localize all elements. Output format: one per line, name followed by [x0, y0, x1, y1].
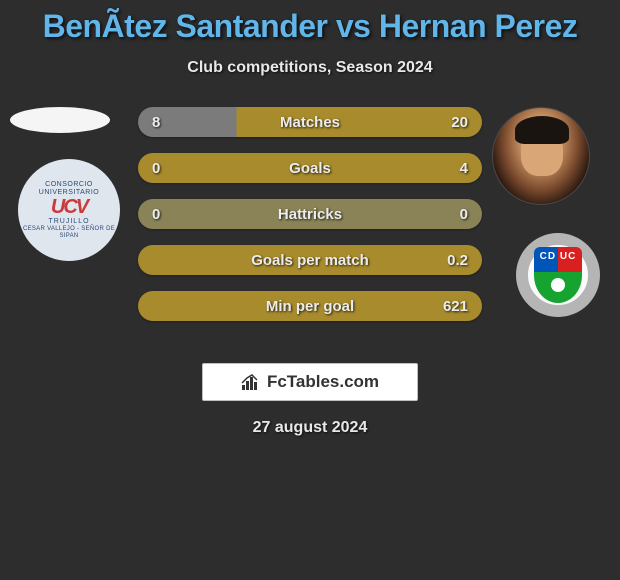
stat-row: Min per goal621	[138, 291, 482, 321]
subtitle: Club competitions, Season 2024	[0, 59, 620, 77]
comparison-card: BenÃ­tez Santander vs Hernan Perez Club …	[0, 0, 620, 437]
stat-label: Matches	[138, 114, 482, 131]
stats-block: 8Matches200Goals40Hattricks0Goals per ma…	[138, 107, 482, 337]
stat-right-value: 4	[440, 160, 468, 177]
page-title: BenÃ­tez Santander vs Hernan Perez	[0, 8, 620, 45]
ucv-arc-top: CONSORCIO UNIVERSITARIO	[18, 181, 120, 196]
ucv-sub: TRUJILLO	[18, 218, 120, 226]
player-right-photo	[492, 107, 590, 205]
stat-row: 8Matches20	[138, 107, 482, 137]
shield-bot	[534, 272, 582, 303]
ucv-badge-content: CONSORCIO UNIVERSITARIO UCV TRUJILLO CES…	[18, 181, 120, 239]
ucv-logo-text: UCV	[18, 196, 120, 218]
stat-right-value: 621	[440, 298, 468, 315]
shield-top	[534, 247, 582, 275]
stat-label: Hattricks	[138, 206, 482, 223]
stat-label: Goals per match	[138, 252, 482, 269]
main-area: CONSORCIO UNIVERSITARIO UCV TRUJILLO CES…	[0, 105, 620, 345]
date-text: 27 august 2024	[0, 419, 620, 437]
chart-icon	[241, 373, 261, 391]
ucv-arc-bot: CESAR VALLEJO - SEÑOR DE SIPAN	[18, 226, 120, 239]
stat-label: Goals	[138, 160, 482, 177]
shield-icon	[534, 247, 582, 303]
stat-right-value: 0	[440, 206, 468, 223]
stat-row: 0Hattricks0	[138, 199, 482, 229]
stat-right-value: 0.2	[440, 252, 468, 269]
stat-right-value: 20	[440, 114, 468, 131]
stat-row: 0Goals4	[138, 153, 482, 183]
player-left-photo	[10, 107, 110, 133]
player-left-club-badge: CONSORCIO UNIVERSITARIO UCV TRUJILLO CES…	[18, 159, 120, 261]
brand-text: FcTables.com	[267, 372, 379, 392]
brand-box: FcTables.com	[202, 363, 418, 401]
player-right-club-badge	[516, 233, 600, 317]
stat-row: Goals per match0.2	[138, 245, 482, 275]
stat-label: Min per goal	[138, 298, 482, 315]
